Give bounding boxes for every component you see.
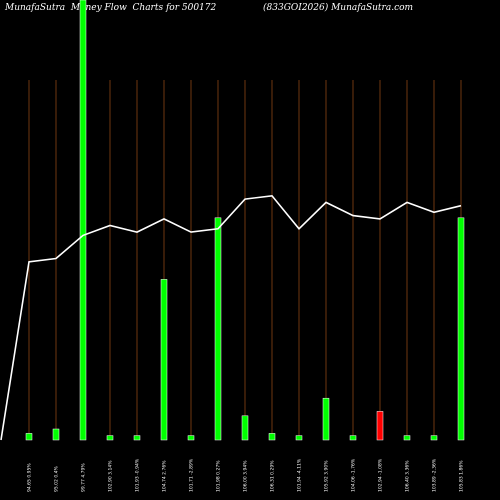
bar: [79, 0, 87, 441]
bar: [376, 411, 384, 441]
bar: [403, 435, 411, 441]
bar: [457, 217, 465, 441]
tick-label: 104.06 -1.76%: [351, 458, 357, 492]
bar: [25, 433, 33, 441]
tick-label: 106.31 0.29%: [270, 460, 276, 492]
tick-label: 102.94 -1.08%: [378, 458, 384, 492]
price-line-layer: [0, 194, 462, 441]
grid-lines: [28, 80, 462, 440]
bar: [160, 279, 168, 441]
tick-label: 94.65 0.95%: [27, 463, 33, 492]
tick-label: 105.83 1.86%: [459, 460, 465, 492]
bar: [187, 435, 195, 441]
tick-label: 103.89 -2.36%: [432, 458, 438, 492]
tick-label: 106.00 3.94%: [243, 460, 249, 492]
tick-label: 104.74 2.76%: [162, 460, 168, 492]
tick-label: 101.93 -0.94%: [135, 458, 141, 492]
tick-label: 105.92 3.90%: [324, 460, 330, 492]
tick-label: 99.77 4.79%: [81, 463, 87, 492]
bar: [268, 433, 276, 441]
tick-label: 95.02 0.4%: [54, 466, 60, 492]
tick-label: 101.94 -4.11%: [297, 458, 303, 492]
chart-header-left: MunafaSutra Money Flow Charts for 500172: [5, 3, 217, 13]
tick-label: 102.90 3.14%: [108, 460, 114, 492]
bar: [322, 397, 330, 441]
tick-label: 106.40 3.36%: [405, 460, 411, 492]
price-line: [0, 194, 462, 441]
bar: [349, 435, 357, 441]
tick-label: 101.98 0.27%: [216, 460, 222, 492]
bar: [52, 428, 60, 441]
bar: [295, 435, 303, 441]
bar: [214, 217, 222, 441]
bars: [25, 0, 465, 441]
tick-labels: 94.65 0.95% 95.02 0.4% 99.77 4.79% 102.90 3…: [27, 458, 465, 492]
bar: [133, 435, 141, 441]
bar: [106, 435, 114, 441]
chart-header-right: (833GOI2026) MunafaSutra.com: [263, 3, 414, 13]
tick-label: 101.71 -2.89%: [189, 458, 195, 492]
bar: [430, 435, 438, 441]
bar: [241, 415, 249, 441]
